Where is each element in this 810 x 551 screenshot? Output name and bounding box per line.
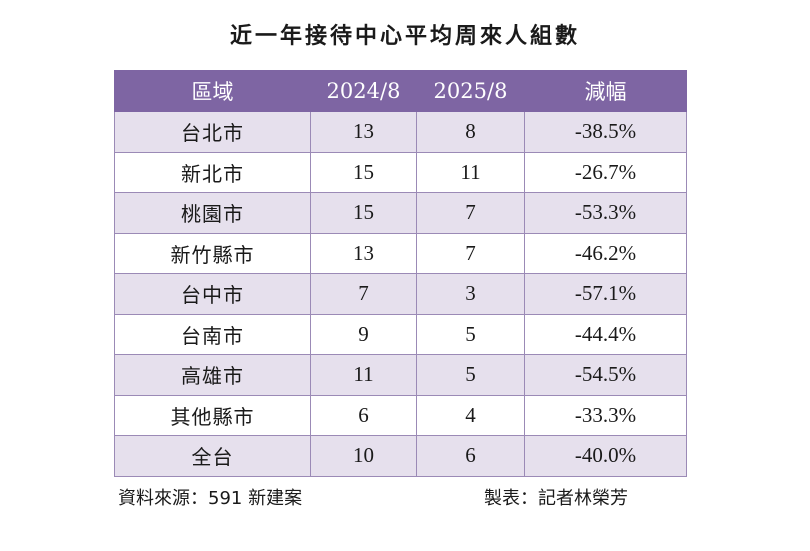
value-2025-cell: 3 bbox=[416, 273, 525, 315]
value-2024-cell: 7 bbox=[310, 273, 417, 315]
change-cell: -53.3% bbox=[524, 192, 687, 234]
value-2025-cell: 7 bbox=[416, 192, 525, 234]
table-row: 台南市 9 5 -44.4% bbox=[114, 313, 687, 355]
value-2024-cell: 10 bbox=[310, 435, 417, 477]
region-cell: 桃園市 bbox=[114, 192, 311, 234]
value-2025-cell: 5 bbox=[416, 354, 525, 396]
value-2024-cell: 15 bbox=[310, 192, 417, 234]
region-cell: 新北市 bbox=[114, 151, 311, 193]
change-cell: -44.4% bbox=[524, 313, 687, 355]
change-cell: -54.5% bbox=[524, 354, 687, 396]
header-region: 區域 bbox=[114, 70, 311, 112]
value-2025-cell: 6 bbox=[416, 435, 525, 477]
table-row: 其他縣市 6 4 -33.3% bbox=[114, 394, 687, 436]
table-row-total: 全台 10 6 -40.0% bbox=[114, 435, 687, 477]
value-2025-cell: 5 bbox=[416, 313, 525, 355]
value-2024-cell: 11 bbox=[310, 354, 417, 396]
region-cell: 全台 bbox=[114, 435, 311, 477]
table-row: 新竹縣市 13 7 -46.2% bbox=[114, 232, 687, 274]
table-row: 新北市 15 11 -26.7% bbox=[114, 151, 687, 193]
value-2024-cell: 13 bbox=[310, 232, 417, 274]
table-title: 近一年接待中心平均周來人組數 bbox=[229, 24, 580, 49]
value-2025-cell: 7 bbox=[416, 232, 525, 274]
change-cell: -40.0% bbox=[524, 435, 687, 477]
region-cell: 台中市 bbox=[114, 273, 311, 315]
data-table: 區域 2024/8 2025/8 減幅 台北市 13 8 -38.5% 新北市 … bbox=[114, 70, 687, 477]
table-row: 台中市 7 3 -57.1% bbox=[114, 273, 687, 315]
table-row: 高雄市 11 5 -54.5% bbox=[114, 354, 687, 396]
region-cell: 其他縣市 bbox=[114, 394, 311, 436]
table-row: 台北市 13 8 -38.5% bbox=[114, 111, 687, 153]
region-cell: 台北市 bbox=[114, 111, 311, 153]
value-2024-cell: 9 bbox=[310, 313, 417, 355]
region-cell: 台南市 bbox=[114, 313, 311, 355]
header-change: 減幅 bbox=[524, 70, 687, 112]
change-cell: -38.5% bbox=[524, 111, 687, 153]
header-2024: 2024/8 bbox=[310, 70, 417, 112]
table-row: 桃園市 15 7 -53.3% bbox=[114, 192, 687, 234]
change-cell: -33.3% bbox=[524, 394, 687, 436]
value-2025-cell: 4 bbox=[416, 394, 525, 436]
header-2025: 2025/8 bbox=[416, 70, 525, 112]
region-cell: 高雄市 bbox=[114, 354, 311, 396]
change-cell: -26.7% bbox=[524, 151, 687, 193]
value-2025-cell: 8 bbox=[416, 111, 525, 153]
header-row: 區域 2024/8 2025/8 減幅 bbox=[114, 70, 687, 112]
change-cell: -46.2% bbox=[524, 232, 687, 274]
credit-note: 製表：記者林榮芳 bbox=[484, 488, 628, 509]
value-2024-cell: 13 bbox=[310, 111, 417, 153]
change-cell: -57.1% bbox=[524, 273, 687, 315]
region-cell: 新竹縣市 bbox=[114, 232, 311, 274]
value-2024-cell: 15 bbox=[310, 151, 417, 193]
source-note: 資料來源：591 新建案 bbox=[118, 488, 303, 509]
value-2024-cell: 6 bbox=[310, 394, 417, 436]
value-2025-cell: 11 bbox=[416, 151, 525, 193]
